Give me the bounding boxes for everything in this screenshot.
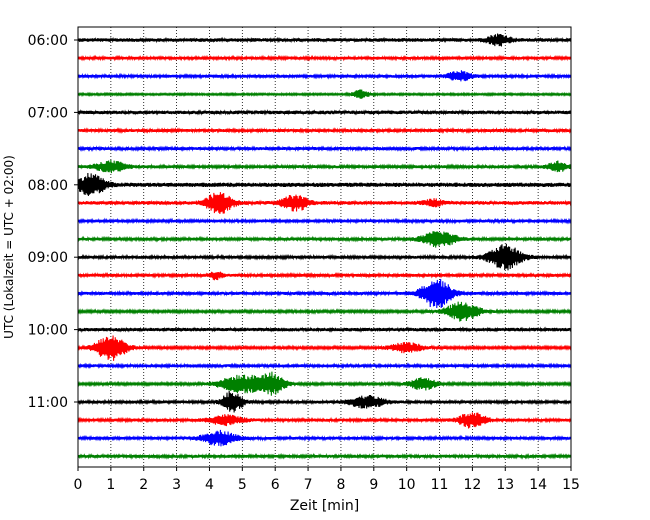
x-tick-label: 4	[205, 477, 214, 493]
trace-0830	[77, 217, 572, 225]
trace-1030	[77, 362, 572, 370]
x-tick-label: 12	[463, 477, 481, 493]
x-axis-label: Zeit [min]	[290, 498, 359, 514]
trace-0900	[77, 243, 572, 271]
x-tick-label: 10	[398, 477, 416, 493]
y-tick-label: 11:00	[28, 395, 68, 411]
y-tick-label: 09:00	[28, 250, 68, 266]
trace-1130	[77, 429, 572, 447]
x-tick-label: 3	[172, 477, 181, 493]
trace-0600	[77, 33, 572, 47]
trace-1045	[77, 371, 572, 396]
trace-0715	[77, 126, 572, 135]
x-tick-label: 15	[562, 477, 580, 493]
x-tick-label: 11	[431, 477, 449, 493]
x-tick-label: 13	[496, 477, 514, 493]
trace-1145	[77, 452, 572, 460]
plot-frame	[77, 26, 572, 468]
trace-1000	[77, 326, 572, 333]
x-tick-label: 5	[238, 477, 247, 493]
trace-0815	[77, 192, 572, 215]
x-tick-label: 2	[139, 477, 148, 493]
x-tick-label: 0	[74, 477, 83, 493]
trace-0745	[77, 159, 572, 174]
y-axis-ticks: 06:00 07:00 08:00 09:00 10:00 11:00	[28, 33, 78, 411]
y-axis-label: UTC (Lokalzeit = UTC + 02:00)	[2, 155, 16, 339]
x-tick-label: 1	[106, 477, 115, 493]
trace-0615	[77, 54, 572, 62]
trace-0630	[77, 70, 572, 82]
trace-0945	[77, 301, 572, 322]
x-tick-label: 7	[304, 477, 313, 493]
trace-0845	[77, 231, 572, 248]
trace-1015	[77, 335, 572, 361]
y-tick-label: 06:00	[28, 33, 68, 49]
vertical-grid	[110, 27, 539, 467]
x-tick-label: 14	[529, 477, 547, 493]
trace-0800	[77, 173, 572, 196]
y-tick-label: 10:00	[28, 323, 68, 339]
x-tick-label: 6	[271, 477, 280, 493]
x-axis-ticks: 0 1 2 3 4 5 6 7 8 9 10 11 12 13 14 15	[74, 467, 580, 493]
y-tick-label: 07:00	[28, 105, 68, 121]
trace-0645	[77, 89, 572, 99]
trace-1115	[77, 412, 572, 429]
trace-0730	[77, 144, 572, 153]
trace-0700	[77, 108, 572, 116]
trace-group	[77, 33, 572, 460]
y-tick-label: 08:00	[28, 178, 68, 194]
trace-1100	[77, 390, 572, 413]
trace-0915	[77, 271, 572, 281]
x-tick-label: 8	[336, 477, 345, 493]
trace-0930	[77, 278, 572, 309]
x-tick-label: 9	[369, 477, 378, 493]
